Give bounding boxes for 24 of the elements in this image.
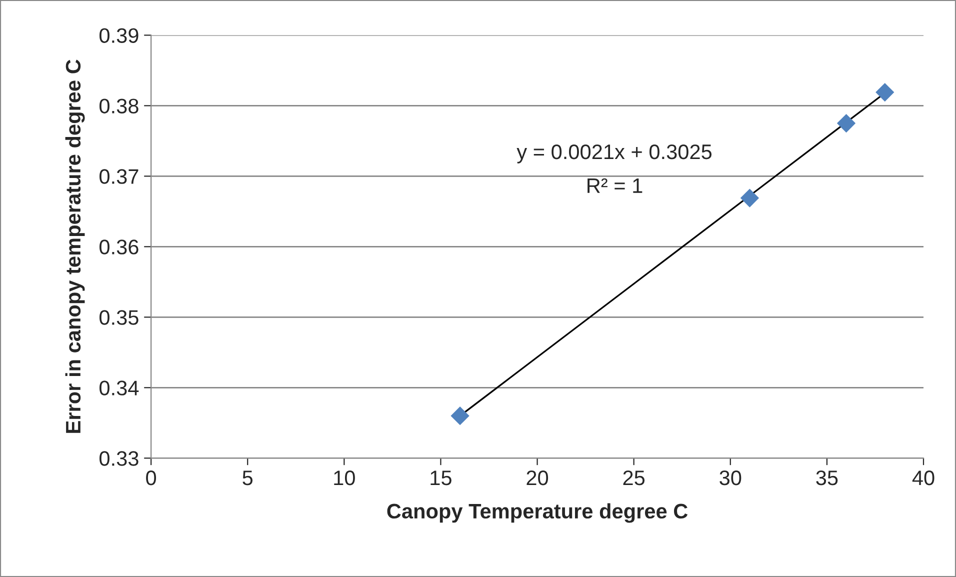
x-tick-label: 5 [242, 470, 253, 486]
annotation: y = 0.0021x + 0.3025 [516, 144, 712, 164]
x-tick-label: 35 [816, 470, 838, 486]
y-tick-label: 0.37 [100, 169, 138, 184]
annotation: R² = 1 [588, 178, 642, 193]
y-tick-label: 0.39 [100, 28, 138, 43]
x-tick-label: 30 [720, 470, 742, 486]
x-tick-label: 20 [526, 470, 548, 486]
x-tick-label: 10 [334, 470, 355, 486]
point [836, 114, 856, 133]
y-tick-label: 0.36 [100, 240, 138, 254]
x-tick-label: 0 [146, 470, 156, 486]
x-tick-label: 15 [430, 470, 452, 486]
point [740, 188, 760, 208]
point [876, 82, 894, 102]
x-axis-title: Canopy Temperature degree C [387, 503, 688, 523]
y-tick-label: 0.38 [100, 98, 138, 114]
x-tick-label: 40 [912, 470, 934, 486]
x-tick-label: 25 [623, 470, 645, 486]
y-axis-title: Error in canopy temperature degree C [65, 60, 85, 433]
y-tick-label: 0.34 [100, 380, 139, 396]
y-tick-label: 0.35 [100, 310, 138, 325]
point [450, 406, 470, 426]
y-tick-label: 0.33 [100, 451, 138, 466]
